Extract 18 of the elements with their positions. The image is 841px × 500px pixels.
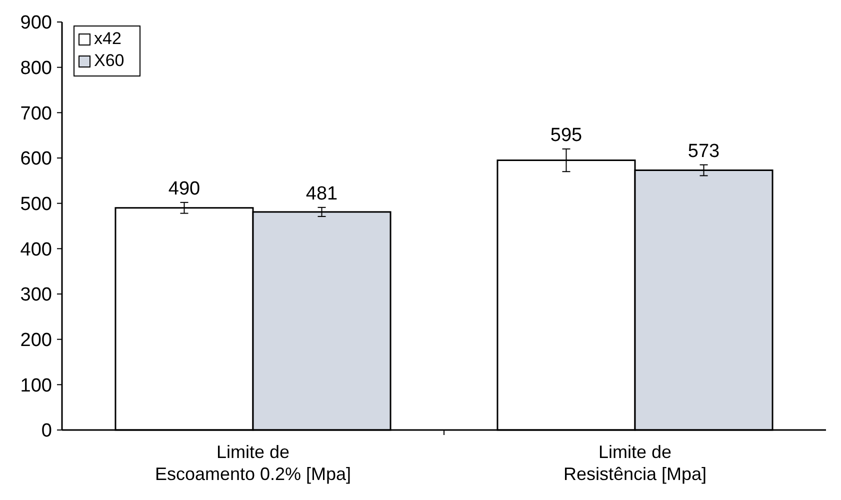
x-tick-label: Limite de Resistência [Mpa] (563, 442, 707, 484)
y-tick-label: 0 (41, 420, 52, 442)
data-label: 490 (168, 178, 200, 200)
data-label: 573 (688, 140, 720, 162)
y-tick-label: 300 (20, 284, 52, 306)
y-tick-label: 800 (20, 58, 52, 79)
x-tick-label: Limite de Escoamento 0.2% [Mpa] (154, 442, 352, 484)
y-tick-label: 700 (20, 103, 52, 124)
y-tick-label: 900 (20, 12, 52, 34)
y-tick-label: 600 (20, 148, 52, 170)
y-tick-label: 400 (20, 239, 52, 260)
legend-label: X60 (94, 51, 124, 70)
legend-label: x42 (94, 29, 122, 48)
data-label: 595 (550, 124, 582, 146)
y-tick-label: 500 (20, 194, 52, 215)
y-tick-label: 100 (20, 375, 52, 396)
y-tick-label: 200 (20, 330, 52, 351)
data-label: 481 (306, 183, 338, 204)
